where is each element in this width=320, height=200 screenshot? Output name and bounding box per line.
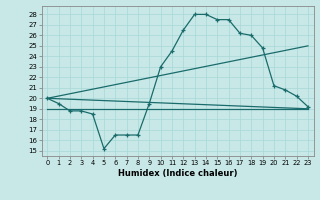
X-axis label: Humidex (Indice chaleur): Humidex (Indice chaleur) (118, 169, 237, 178)
